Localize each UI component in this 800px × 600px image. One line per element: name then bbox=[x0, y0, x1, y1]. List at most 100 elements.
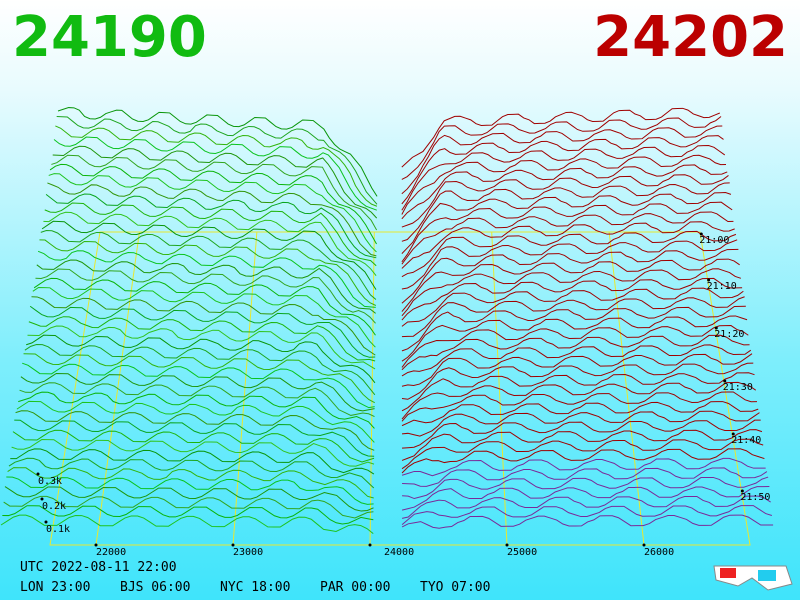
time-label: 21:40 bbox=[731, 435, 761, 446]
price-grid-line bbox=[369, 231, 375, 546]
price-tick bbox=[368, 543, 372, 547]
price-label: 23000 bbox=[233, 547, 263, 558]
bid-depth-line bbox=[31, 296, 376, 356]
bid-depth-line bbox=[6, 476, 374, 505]
time-label: 21:00 bbox=[699, 235, 729, 246]
ask-depth-line bbox=[401, 325, 749, 368]
bid-depth-line bbox=[51, 154, 378, 231]
bid-depth-line bbox=[45, 193, 377, 259]
ask-depth-line bbox=[401, 353, 753, 387]
ask-depth-line bbox=[401, 429, 763, 461]
zone-time: BJS 06:00 bbox=[120, 580, 191, 595]
bid-depth-line bbox=[35, 268, 376, 324]
bid-depth-line bbox=[55, 125, 378, 207]
bid-depth-line bbox=[29, 305, 376, 358]
bid-depth-line bbox=[56, 115, 378, 205]
bid-depth-line bbox=[3, 495, 374, 519]
bid-depth-line bbox=[27, 325, 376, 370]
zone-time: TYO 07:00 bbox=[420, 580, 491, 595]
ask-depth-line bbox=[401, 277, 743, 321]
ask-depth-line bbox=[401, 287, 744, 327]
zone-time: NYC 18:00 bbox=[220, 580, 291, 595]
bid-depth-line bbox=[14, 419, 375, 457]
price-tick bbox=[231, 543, 235, 547]
bid-depth-line bbox=[15, 410, 375, 451]
price-grid-line bbox=[232, 231, 258, 546]
bid-depth-line bbox=[33, 277, 376, 336]
price-label: 24000 bbox=[384, 547, 414, 558]
ask-depth-line bbox=[401, 505, 773, 526]
time-label: 21:30 bbox=[723, 382, 753, 393]
ask-depth-line bbox=[402, 467, 768, 487]
ask-depth-line bbox=[401, 221, 735, 269]
ask-depth-line bbox=[401, 239, 738, 290]
bid-depth-line bbox=[41, 220, 377, 290]
ask-depth-line bbox=[402, 476, 769, 500]
volume-label: 0.1k bbox=[46, 524, 70, 535]
bid-depth-line bbox=[44, 202, 377, 267]
ask-depth-line bbox=[401, 344, 752, 377]
time-tick bbox=[714, 326, 718, 330]
bid-depth-line bbox=[18, 391, 375, 429]
ask-depth-line bbox=[401, 192, 732, 254]
bid-depth-line bbox=[11, 439, 375, 467]
ask-depth-line bbox=[401, 211, 734, 265]
ask-depth-line bbox=[401, 230, 737, 278]
bid-depth-line bbox=[4, 486, 374, 512]
3d-glasses-icon[interactable] bbox=[713, 565, 793, 591]
ask-depth-line bbox=[401, 268, 742, 317]
price-tick bbox=[642, 543, 646, 547]
time-tick bbox=[731, 432, 735, 436]
bid-depth-line bbox=[47, 182, 377, 257]
bid-depth-line bbox=[23, 353, 375, 404]
bid-depth-line bbox=[28, 316, 376, 362]
price-label: 26000 bbox=[644, 547, 674, 558]
bid-depth-line bbox=[36, 259, 376, 314]
volume-tick bbox=[36, 472, 40, 476]
price-tick bbox=[94, 543, 98, 547]
ask-depth-line bbox=[401, 164, 728, 220]
ask-depth-line bbox=[401, 362, 754, 400]
bid-depth-line bbox=[57, 107, 378, 197]
time-tick bbox=[699, 232, 703, 236]
ask-depth-line bbox=[401, 334, 750, 371]
ask-depth-line bbox=[401, 201, 733, 263]
ask-depth-line bbox=[401, 372, 755, 412]
ask-price: 24202 bbox=[593, 5, 788, 70]
utc-time: UTC 2022-08-11 22:00 bbox=[20, 560, 177, 575]
bid-depth-line bbox=[7, 467, 374, 499]
bid-depth-line bbox=[8, 457, 375, 489]
ask-depth-line bbox=[401, 107, 720, 168]
floor-frame bbox=[49, 231, 751, 546]
ask-depth-line bbox=[401, 410, 760, 437]
ask-depth-line bbox=[401, 135, 724, 205]
ask-depth-line bbox=[401, 182, 730, 242]
ask-depth-line bbox=[401, 248, 739, 304]
bid-price: 24190 bbox=[12, 5, 207, 70]
bid-depth-line bbox=[12, 429, 375, 463]
bid-depth-line bbox=[16, 400, 375, 443]
bid-depth-line bbox=[10, 448, 375, 475]
ask-depth-line bbox=[401, 495, 771, 519]
ask-depth-line bbox=[401, 144, 726, 211]
time-label: 21:20 bbox=[714, 329, 744, 340]
bid-depth-line bbox=[39, 239, 377, 306]
price-tick bbox=[505, 543, 509, 547]
bid-depth-line bbox=[26, 334, 376, 384]
time-tick bbox=[707, 278, 711, 282]
volume-tick bbox=[40, 497, 44, 501]
bid-depth-line bbox=[2, 505, 374, 525]
bid-depth-line bbox=[0, 514, 374, 535]
bid-depth-line bbox=[20, 372, 375, 412]
ask-depth-line bbox=[401, 305, 746, 352]
price-label: 22000 bbox=[96, 547, 126, 558]
ask-depth-line bbox=[401, 125, 723, 195]
volume-label: 0.2k bbox=[42, 501, 66, 512]
ask-depth-line bbox=[401, 401, 759, 427]
ask-depth-line bbox=[401, 258, 740, 312]
ask-depth-line bbox=[401, 486, 770, 511]
ask-depth-line bbox=[401, 315, 748, 362]
